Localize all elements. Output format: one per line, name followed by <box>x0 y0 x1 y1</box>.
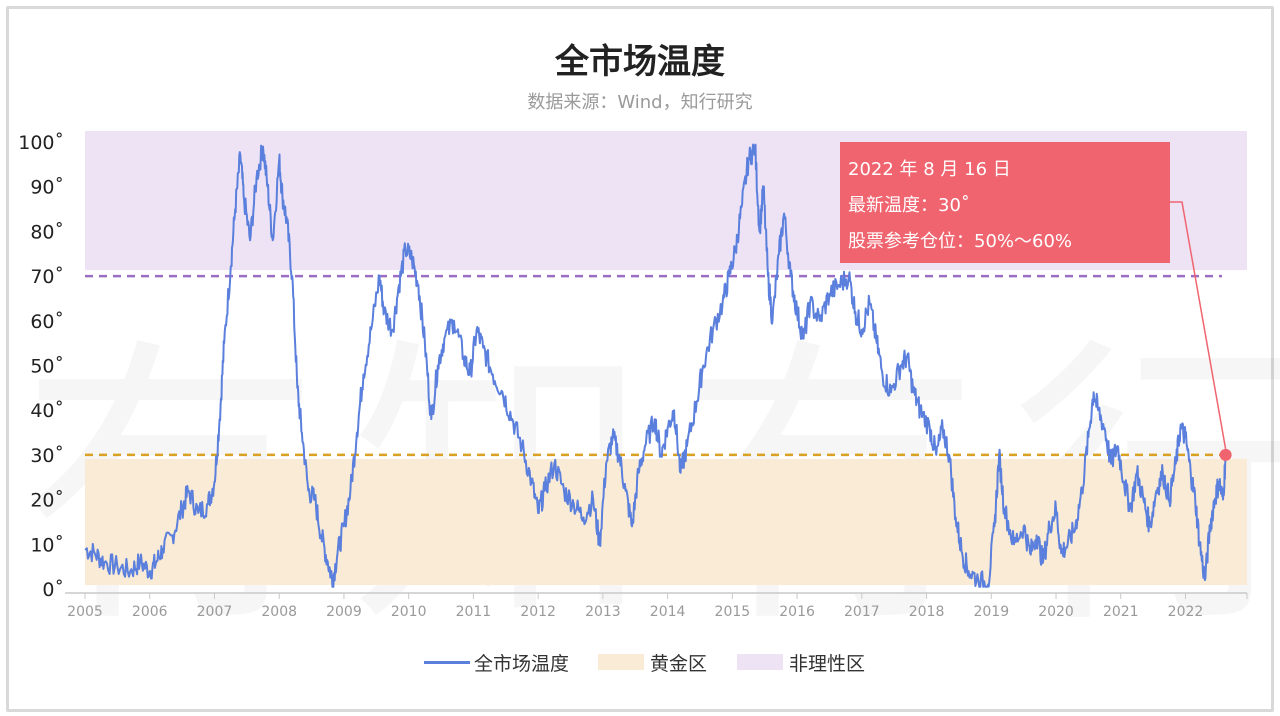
legend-label-golden-zone: 黄金区 <box>650 652 708 675</box>
tooltip-date: 2022 年 8 月 16 日 <box>848 159 1011 180</box>
x-tick-label: 2017 <box>844 604 880 620</box>
x-tick-label: 2014 <box>650 604 686 620</box>
latest-tooltip: 2022 年 8 月 16 日 最新温度：30˚ 股票参考仓位：50%～60% <box>840 142 1170 263</box>
y-tick-label: 40˚ <box>30 400 64 422</box>
legend-swatch-golden-zone <box>598 654 644 670</box>
x-tick-label: 2009 <box>326 604 362 620</box>
chart-frame <box>6 6 1274 712</box>
chart-title: 全市场温度 <box>555 42 725 82</box>
temperature-series-line <box>84 143 1227 588</box>
x-tick-label: 2020 <box>1038 604 1074 620</box>
tooltip-position: 股票参考仓位：50%～60% <box>848 231 1073 252</box>
x-tick-label: 2006 <box>132 604 168 620</box>
y-tick-label: 50˚ <box>30 356 64 378</box>
x-tick-label: 2011 <box>456 604 492 620</box>
y-tick-label: 20˚ <box>30 490 64 512</box>
x-tick-label: 2019 <box>973 604 1009 620</box>
x-tick-label: 2018 <box>909 604 945 620</box>
tooltip-temperature: 最新温度：30˚ <box>848 195 970 216</box>
x-tick-label: 2015 <box>715 604 751 620</box>
x-tick-label: 2013 <box>585 604 621 620</box>
x-tick-label: 2007 <box>197 604 233 620</box>
y-tick-label: 30˚ <box>30 445 64 467</box>
y-tick-label: 60˚ <box>30 311 64 333</box>
x-tick-label: 2010 <box>391 604 427 620</box>
legend-item-golden-zone[interactable]: 黄金区 <box>598 648 707 676</box>
legend-item-temperature[interactable]: 全市场温度 <box>424 648 569 676</box>
y-tick-label: 80˚ <box>30 221 64 243</box>
x-tick-label: 2022 <box>1168 604 1204 620</box>
y-tick-label: 0˚ <box>42 579 64 601</box>
x-tick-label: 2021 <box>1103 604 1139 620</box>
latest-point-marker <box>1219 448 1232 461</box>
legend-label-irrational-zone: 非理性区 <box>789 652 866 675</box>
legend-swatch-temperature <box>424 660 470 664</box>
legend-label-temperature: 全市场温度 <box>474 652 570 675</box>
chart-subtitle: 数据来源：Wind，知行研究 <box>527 92 753 113</box>
legend-swatch-irrational-zone <box>737 654 783 670</box>
legend: 全市场温度 黄金区 非理性区 <box>0 648 1280 676</box>
y-tick-label: 10˚ <box>30 534 64 556</box>
tooltip-leader-line <box>1170 201 1227 450</box>
y-tick-label: 90˚ <box>30 177 64 199</box>
x-tick-label: 2012 <box>520 604 556 620</box>
x-tick-label: 2008 <box>261 604 297 620</box>
y-tick-label: 100˚ <box>18 132 64 154</box>
legend-item-irrational-zone[interactable]: 非理性区 <box>737 648 865 676</box>
x-tick-label: 2016 <box>779 604 815 620</box>
x-tick-label: 2005 <box>67 604 103 620</box>
y-tick-label: 70˚ <box>30 266 64 288</box>
